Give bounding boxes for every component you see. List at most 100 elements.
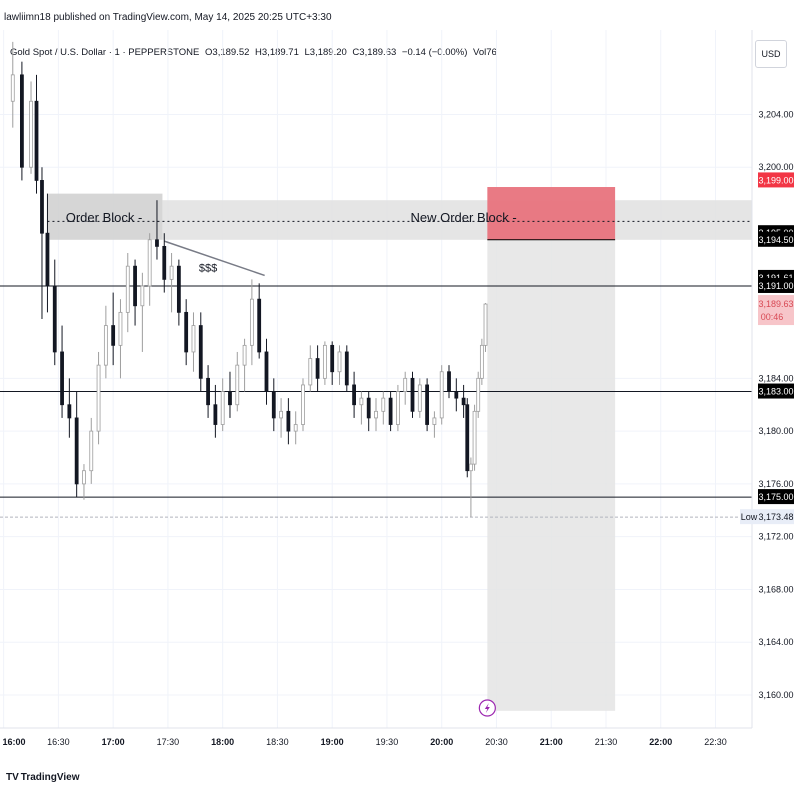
candle-body [111,325,116,346]
low-marker-price: 3,173.48 [758,512,793,522]
candle-body [206,377,210,406]
price-badge: 3,194.50 [758,235,793,245]
candle-body [29,100,33,168]
price-badge: 3,199.00 [758,175,793,185]
price-tick-label: 3,172.00 [758,532,793,542]
time-tick-label: 18:00 [211,737,234,747]
price-badge: 3,191.61 [758,273,793,283]
candle-body [337,351,342,373]
bar-countdown: 00:46 [761,312,784,322]
candle-body [89,430,94,472]
candle-body [264,351,269,392]
candle-body [308,358,313,386]
liquidity-trendline [164,240,265,277]
price-tick-label: 3,160.00 [758,690,793,700]
price-tick-label: 3,176.00 [758,479,793,489]
candle-body [279,410,283,419]
ohlc-open: O3,189.52 [205,47,250,58]
volume-label: Vol76 [473,47,497,58]
candle-body [96,364,101,432]
time-tick-label: 16:30 [47,737,70,747]
candle-body [20,74,24,168]
candle-body [461,397,466,406]
candle-body [228,391,232,406]
candle-body [301,384,305,425]
price-badge: 3,183.00 [758,387,793,397]
candle-body [60,351,64,406]
candle-body [469,463,473,472]
publisher-line: lawliimn18 published on TradingView.com,… [4,12,332,23]
candle-body [176,265,181,313]
price-badge-bg [758,231,794,247]
time-tick-label: 22:00 [649,737,672,747]
candle-body [34,100,39,181]
candle-body [155,239,159,247]
candle-body [242,344,247,366]
ohlc-low: L3,189.20 [304,47,347,58]
zone-rect [162,200,753,240]
candle-body [417,384,422,412]
time-tick-label: 22:30 [704,737,727,747]
tradingview-logo-mark: TV [6,772,19,783]
candle-body [381,397,386,412]
candle-body [40,180,44,234]
candle-body [315,358,320,379]
candle-layer [10,41,488,518]
bolt-glyph [484,703,490,713]
candle-body [82,470,86,485]
candle-body [322,344,327,379]
price-tick-label: 3,168.00 [758,584,793,594]
candle-body [396,391,400,425]
last-price-badge-bg [758,295,794,326]
candle-body [439,371,444,419]
currency-button[interactable]: USD [755,40,787,68]
candle-body [425,384,430,425]
price-badge-bg [758,383,794,399]
price-badge-bg [758,489,794,505]
low-marker-tag: Low [741,512,758,522]
candle-body [286,410,291,432]
chart-grid [0,30,752,728]
candle-body [388,397,393,425]
candle-body [52,285,57,353]
time-tick-label: 17:00 [102,737,125,747]
tradingview-logo: TV TradingView [6,772,80,783]
candle-body [213,404,218,425]
time-tick-label: 16:00 [2,737,25,747]
price-tick-label: 3,204.00 [758,109,793,119]
time-tick-label: 19:30 [376,737,399,747]
time-tick-label: 20:00 [430,737,453,747]
candle-body [479,344,484,379]
candle-body [133,265,137,307]
time-tick-label: 17:30 [157,737,180,747]
zone-rect [47,193,163,240]
low-marker-bg [740,509,794,525]
time-tick-label: 18:30 [266,737,289,747]
candle-body [191,325,196,353]
price-axis: 3,204.00 3,200.00 3,184.00 3,180.00 3,176.00… [740,30,794,728]
candle-body [410,377,415,412]
candle-body [374,410,378,419]
candle-body [271,391,276,419]
candle-body [366,397,371,419]
candle-body [257,298,262,353]
annotation-layer: Order Block - New Order Block - $$$ [66,210,517,717]
time-tick-label: 21:00 [540,737,563,747]
time-tick-label: 20:30 [485,737,508,747]
price-tick-label: 3,164.00 [758,637,793,647]
candle-body [125,265,130,313]
time-tick-label: 19:00 [321,737,344,747]
candle-body [198,325,203,379]
annotation-label: $$$ [199,263,217,275]
candle-body [447,371,451,392]
candle-body [359,397,364,406]
candle-body [403,377,408,392]
candle-body [118,311,123,346]
candle-body [140,285,145,307]
symbol-name[interactable]: Gold Spot / U.S. Dollar · 1 · PEPPERSTON… [10,47,200,58]
zone-rect [487,187,616,240]
price-badge-bg [758,277,794,293]
candle-body [293,424,298,432]
candle-body [74,417,79,485]
